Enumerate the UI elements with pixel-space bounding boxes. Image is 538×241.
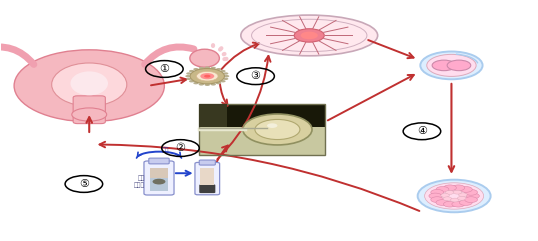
Text: 培養液: 培養液: [134, 182, 145, 188]
Bar: [199, 104, 325, 155]
FancyBboxPatch shape: [199, 184, 215, 193]
Circle shape: [436, 200, 449, 205]
Circle shape: [465, 197, 478, 202]
Circle shape: [459, 187, 472, 192]
Text: ④: ④: [417, 126, 427, 136]
Circle shape: [417, 180, 491, 212]
Text: 遠心: 遠心: [162, 148, 169, 153]
Circle shape: [431, 189, 444, 195]
Circle shape: [220, 80, 225, 82]
Circle shape: [204, 75, 210, 78]
Circle shape: [210, 83, 216, 86]
FancyBboxPatch shape: [144, 161, 174, 195]
FancyBboxPatch shape: [149, 158, 169, 164]
Circle shape: [294, 29, 324, 42]
Circle shape: [431, 197, 444, 202]
Text: ③: ③: [251, 71, 260, 81]
Circle shape: [458, 193, 467, 197]
Text: ①: ①: [159, 64, 169, 74]
FancyBboxPatch shape: [199, 160, 215, 165]
Circle shape: [193, 68, 199, 70]
Circle shape: [452, 201, 465, 207]
Bar: [199, 104, 325, 127]
FancyArrowPatch shape: [220, 48, 222, 50]
Circle shape: [443, 197, 452, 201]
Circle shape: [450, 198, 459, 202]
Circle shape: [447, 60, 471, 71]
Circle shape: [267, 123, 278, 128]
Circle shape: [427, 54, 476, 76]
Circle shape: [301, 32, 318, 39]
Circle shape: [243, 114, 312, 145]
Bar: [199, 104, 227, 127]
FancyArrowPatch shape: [0, 47, 34, 64]
Circle shape: [190, 68, 224, 84]
Circle shape: [200, 73, 214, 79]
Text: ⑤: ⑤: [79, 179, 89, 189]
Circle shape: [443, 185, 456, 191]
Ellipse shape: [72, 108, 107, 121]
Circle shape: [223, 72, 228, 75]
Circle shape: [199, 83, 204, 86]
FancyArrowPatch shape: [145, 47, 194, 64]
Ellipse shape: [52, 63, 127, 106]
Circle shape: [436, 187, 449, 192]
Circle shape: [189, 70, 194, 72]
Circle shape: [189, 80, 194, 82]
Circle shape: [424, 183, 484, 209]
Circle shape: [429, 193, 442, 199]
Bar: [151, 168, 167, 178]
Circle shape: [153, 179, 165, 184]
Ellipse shape: [14, 50, 165, 122]
Circle shape: [216, 68, 221, 70]
Circle shape: [196, 71, 218, 81]
Circle shape: [466, 193, 479, 199]
Circle shape: [445, 191, 454, 194]
Ellipse shape: [241, 15, 378, 56]
Bar: [151, 178, 167, 191]
Circle shape: [459, 200, 472, 205]
Circle shape: [255, 120, 300, 140]
Ellipse shape: [70, 71, 108, 95]
Circle shape: [210, 67, 216, 69]
Circle shape: [443, 201, 456, 207]
Text: ②: ②: [175, 143, 186, 153]
Circle shape: [457, 196, 466, 200]
Circle shape: [186, 72, 192, 75]
Bar: [200, 168, 214, 185]
Circle shape: [452, 185, 465, 191]
Circle shape: [465, 189, 478, 195]
Circle shape: [441, 194, 449, 197]
Circle shape: [420, 52, 483, 79]
Circle shape: [204, 66, 210, 69]
FancyBboxPatch shape: [73, 96, 105, 124]
Circle shape: [186, 78, 192, 80]
Circle shape: [453, 190, 462, 194]
FancyBboxPatch shape: [195, 162, 220, 195]
Circle shape: [204, 84, 210, 86]
Circle shape: [199, 67, 204, 69]
Circle shape: [223, 78, 228, 80]
Circle shape: [220, 70, 225, 72]
Circle shape: [185, 75, 190, 77]
Text: 精子: 精子: [138, 175, 145, 181]
Circle shape: [432, 60, 456, 71]
Circle shape: [224, 75, 229, 77]
Ellipse shape: [190, 49, 220, 67]
Circle shape: [216, 82, 221, 84]
Bar: [199, 127, 325, 155]
Circle shape: [193, 82, 199, 84]
